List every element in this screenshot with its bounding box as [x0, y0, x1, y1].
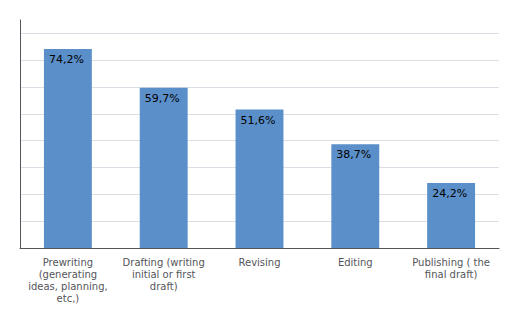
- svg-text:59,7%: 59,7%: [145, 92, 180, 105]
- svg-text:Prewriting: Prewriting: [43, 257, 93, 268]
- svg-text:draft): draft): [150, 281, 178, 292]
- svg-text:Drafting (writing: Drafting (writing: [123, 257, 205, 268]
- svg-text:24,2%: 24,2%: [432, 187, 467, 200]
- svg-text:Revising: Revising: [238, 257, 280, 268]
- svg-text:initial or first: initial or first: [132, 269, 196, 280]
- svg-text:ideas, planning,: ideas, planning,: [28, 281, 108, 292]
- svg-text:38,7%: 38,7%: [336, 148, 371, 161]
- svg-text:final draft): final draft): [425, 269, 478, 280]
- svg-text:etc,): etc,): [57, 293, 80, 304]
- svg-text:(generating: (generating: [39, 269, 98, 280]
- svg-text:74,2%: 74,2%: [49, 53, 84, 66]
- svg-text:51,6%: 51,6%: [241, 114, 276, 127]
- svg-text:Publishing ( the: Publishing ( the: [412, 257, 490, 268]
- svg-text:Editing: Editing: [338, 257, 373, 268]
